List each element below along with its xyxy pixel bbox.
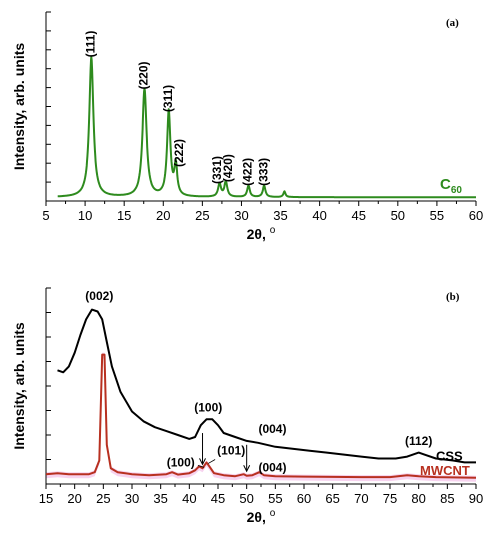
x-tick-label: 65	[325, 491, 339, 506]
x-tick-label: 15	[117, 208, 131, 223]
series-label-css: CSS	[436, 449, 463, 464]
peak-label: (101)	[217, 444, 245, 458]
x-tick-label: 5	[42, 208, 49, 223]
series-label-c60: C60	[440, 176, 462, 196]
x-tick-label: 25	[96, 491, 110, 506]
x-axis-title: 2θ, o	[247, 508, 276, 525]
x-tick-label: 70	[354, 491, 368, 506]
peak-label: (420)	[221, 154, 235, 182]
annotation-leader	[208, 459, 216, 464]
x-tick-label: 60	[297, 491, 311, 506]
series-label-mwcnt: MWCNT	[420, 463, 470, 478]
panel-b-css-mwcnt: 15 20 25 30 35 40 45 50 55 60 65 70 75 80 85 90 2θ, o Int…	[11, 287, 483, 525]
y-axis-title: Intensity, arb. units	[11, 322, 27, 450]
peak-label: (100)	[167, 455, 195, 469]
x-tick-label: 10	[78, 208, 92, 223]
x-tick-label: 25	[195, 208, 209, 223]
x-tick-label: 20	[67, 491, 81, 506]
x-tick-label: 90	[469, 491, 483, 506]
annotation-arrowhead	[199, 458, 206, 466]
x-tick-label: 85	[440, 491, 454, 506]
peak-label: (112)	[405, 434, 432, 448]
x-tick-label: 30	[125, 491, 139, 506]
peak-label: (002)	[85, 289, 113, 303]
peak-label: (004)	[258, 422, 286, 436]
series-line-css	[57, 308, 476, 464]
x-tick-label: 35	[273, 208, 287, 223]
x-tick-label: 75	[383, 491, 397, 506]
annotation-leader	[197, 464, 205, 468]
x-tick-label: 30	[234, 208, 248, 223]
x-tick-label: 45	[211, 491, 225, 506]
peak-label: (004)	[258, 460, 286, 474]
x-axis-title: 2θ, o	[247, 225, 276, 242]
panel-label: (a)	[446, 17, 459, 29]
annotation-arrowhead	[243, 465, 251, 473]
x-tick-label: 35	[153, 491, 167, 506]
peak-label: (333)	[256, 158, 270, 186]
x-tick-label: 50	[391, 208, 405, 223]
y-axis-title: Intensity, arb. units	[11, 43, 27, 171]
peak-label: (222)	[172, 139, 186, 167]
peak-label: (100)	[194, 400, 222, 414]
panel-a-c60: 5 10 15 20 25 30 35 40 45 50 55 60 2θ, o Intensity, a…	[11, 11, 483, 242]
x-tick-label: 40	[182, 491, 196, 506]
peak-label: (422)	[241, 158, 255, 186]
x-tick-label: 60	[469, 208, 483, 223]
x-tick-label: 15	[39, 491, 53, 506]
x-tick-label: 50	[239, 491, 253, 506]
x-tick-label: 45	[351, 208, 365, 223]
x-tick-label: 40	[312, 208, 326, 223]
peak-label: (111)	[84, 31, 98, 58]
series-line-c	[57, 56, 477, 199]
peak-label: (331)	[210, 156, 224, 184]
series-line-mwcnt	[45, 353, 477, 479]
x-tick-label: 55	[430, 208, 444, 223]
peak-label: (311)	[161, 85, 175, 112]
x-tick-label: 20	[156, 208, 170, 223]
peak-label: (220)	[137, 61, 151, 89]
panel-label: (b)	[446, 291, 460, 303]
x-tick-label: 80	[411, 491, 425, 506]
x-tick-label: 55	[268, 491, 282, 506]
